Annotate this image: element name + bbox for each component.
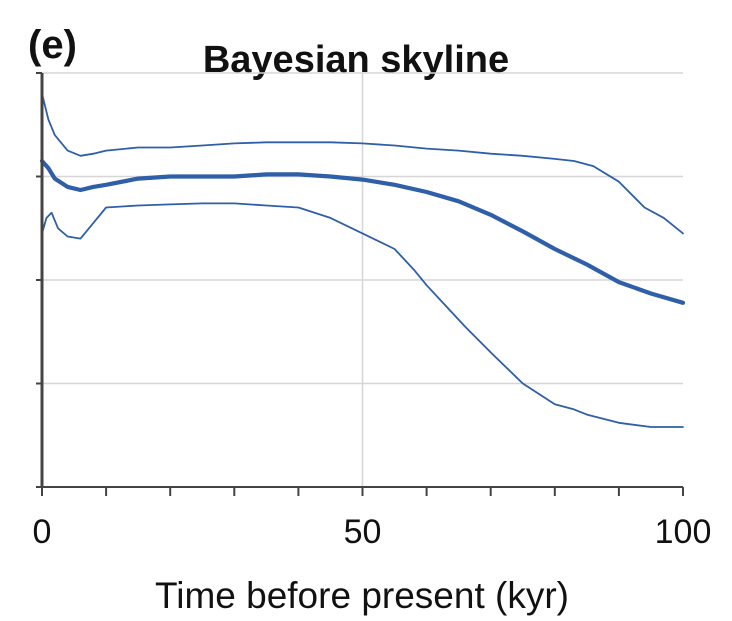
x-tick-label-0: 0 — [33, 513, 52, 551]
gridlines — [42, 72, 683, 487]
x-tick-labels: 0 50 100 — [33, 513, 712, 551]
x-tick-label-2: 100 — [655, 513, 712, 551]
series-line-lower — [41, 202, 684, 428]
series-line-median — [39, 158, 686, 305]
series-lines — [39, 92, 686, 428]
chart-title: Bayesian skyline — [203, 39, 509, 81]
x-tick-label-1: 50 — [344, 513, 382, 551]
axes — [36, 72, 684, 496]
x-axis-label: Time before present (kyr) — [155, 575, 569, 616]
series-line-upper — [41, 92, 684, 235]
panel-label: (e) — [28, 23, 77, 67]
